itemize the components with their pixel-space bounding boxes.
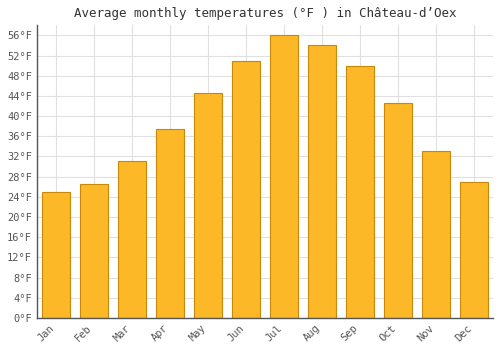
- Bar: [308, 46, 336, 318]
- Bar: [460, 182, 488, 318]
- Bar: [384, 104, 412, 318]
- Bar: [270, 35, 298, 318]
- Bar: [80, 184, 108, 318]
- Title: Average monthly temperatures (°F ) in Château-d’Oex: Average monthly temperatures (°F ) in Ch…: [74, 7, 456, 20]
- Bar: [42, 192, 70, 318]
- Bar: [156, 129, 184, 318]
- Bar: [232, 61, 260, 318]
- Bar: [118, 161, 146, 318]
- Bar: [346, 66, 374, 318]
- Bar: [194, 93, 222, 318]
- Bar: [422, 152, 450, 318]
